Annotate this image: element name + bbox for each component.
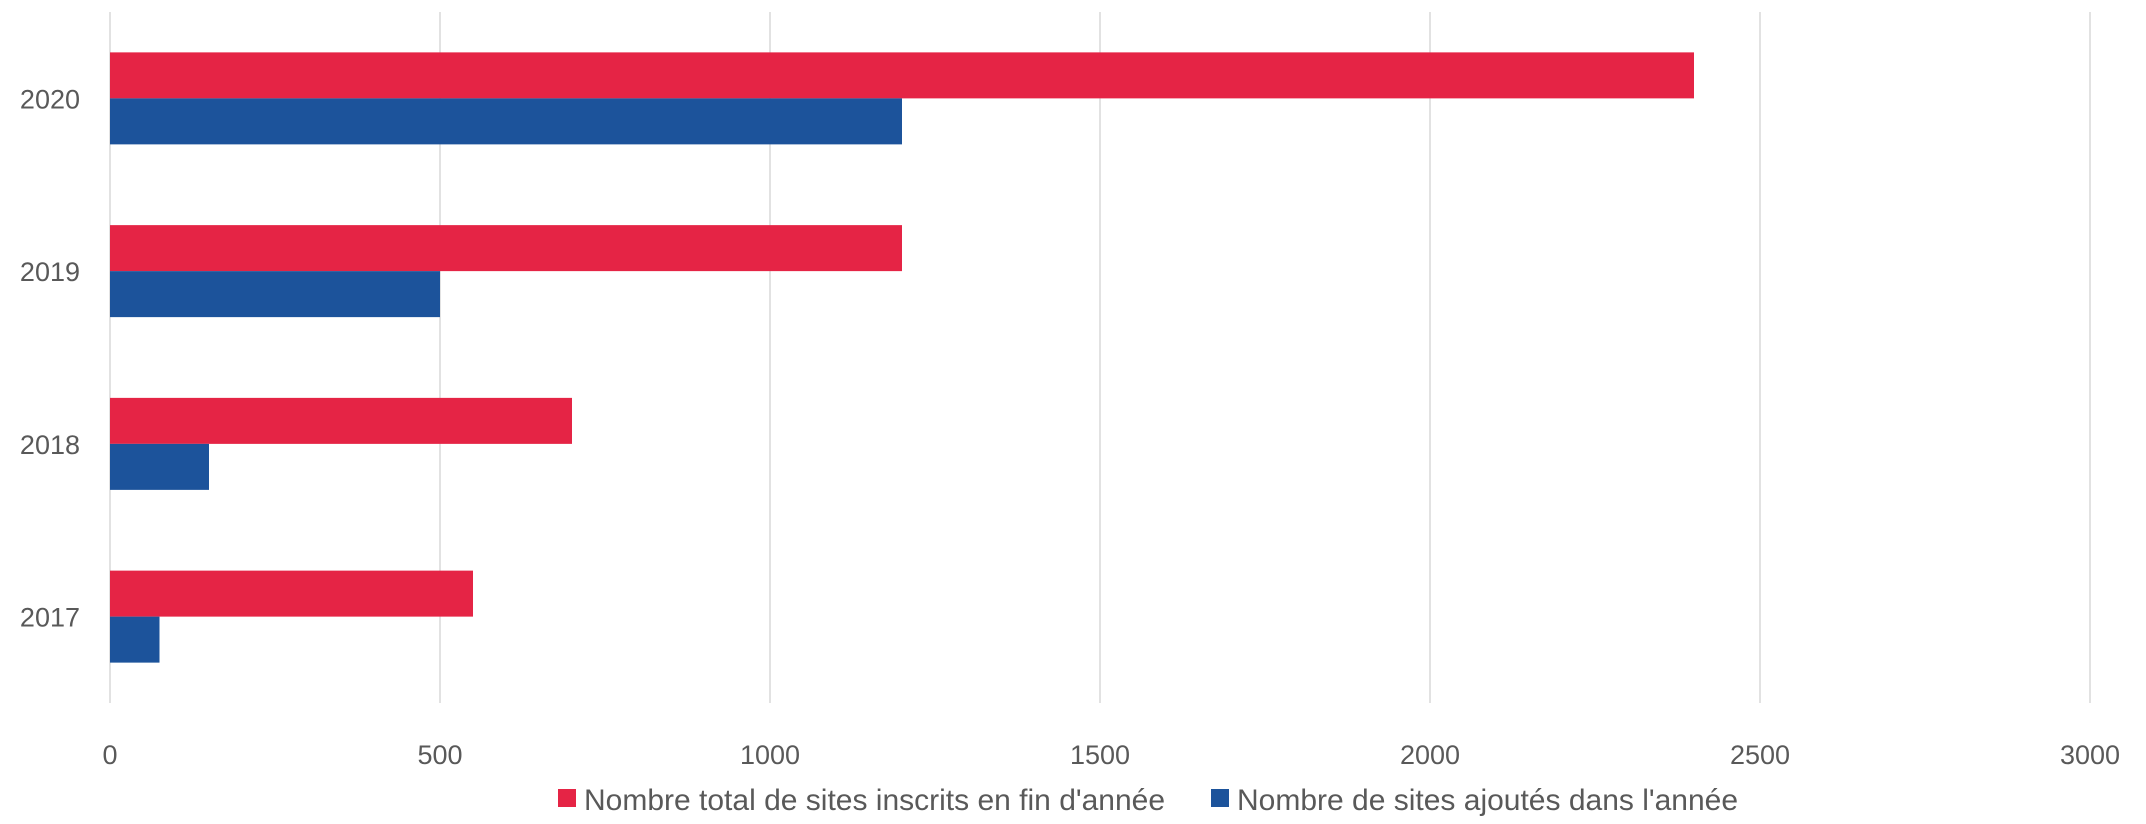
x-tick-label: 500 (417, 740, 462, 770)
legend-label-2: Nombre de sites ajoutés dans l'année (1237, 784, 1738, 817)
bar-2018-series-1 (110, 397, 572, 444)
bar-2018-series-2 (110, 443, 209, 490)
bar-2017-series-2 (110, 616, 160, 663)
bar-2020-series-2 (110, 98, 902, 145)
bar-2017-series-1 (110, 570, 473, 617)
bar-2019-series-2 (110, 271, 440, 318)
y-category-label: 2017 (20, 603, 80, 633)
x-axis-labels: 0 500 1000 1500 2000 2500 3000 (102, 740, 2120, 770)
y-category-label: 2018 (20, 430, 80, 460)
y-axis-labels: 2020 2019 2018 2017 (20, 84, 80, 632)
legend-label-1: Nombre total de sites inscrits en fin d'… (584, 784, 1165, 817)
x-tick-label: 3000 (2060, 740, 2120, 770)
y-category-label: 2019 (20, 257, 80, 287)
x-tick-label: 0 (102, 740, 117, 770)
bar-2019-series-1 (110, 225, 902, 272)
x-tick-label: 1500 (1070, 740, 1130, 770)
x-tick-label: 1000 (740, 740, 800, 770)
bars (110, 52, 1694, 663)
y-category-label: 2020 (20, 84, 80, 114)
legend-swatch-2 (1211, 789, 1229, 807)
x-tick-label: 2000 (1400, 740, 1460, 770)
x-tick-label: 2500 (1730, 740, 1790, 770)
legend-swatch-1 (558, 789, 576, 807)
bar-2020-series-1 (110, 52, 1694, 99)
legend: Nombre total de sites inscrits en fin d'… (558, 784, 1738, 817)
